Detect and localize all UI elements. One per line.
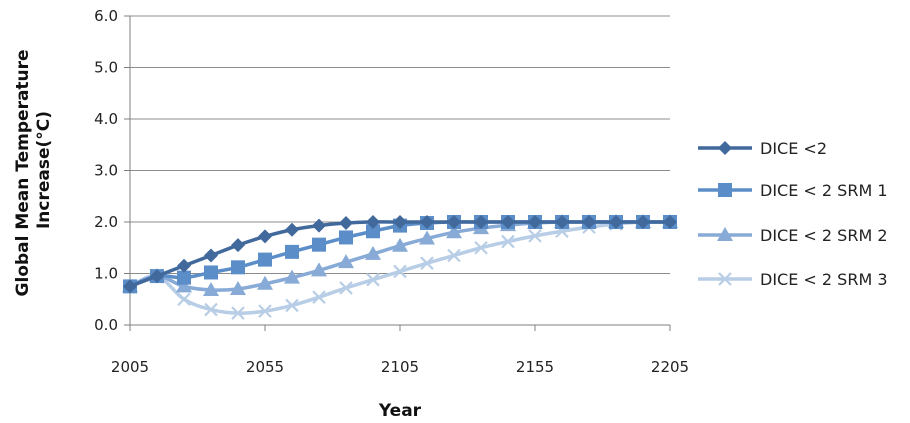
data-point — [176, 278, 192, 293]
data-point — [366, 215, 380, 229]
data-point — [474, 240, 488, 255]
x-tick-label: 2055 — [246, 358, 284, 376]
legend-marker — [718, 183, 732, 197]
series-layer — [122, 214, 678, 320]
data-point — [446, 224, 462, 239]
data-point — [203, 281, 219, 296]
y-tick-label: 4.0 — [94, 110, 118, 128]
data-point — [339, 216, 353, 231]
data-point — [339, 281, 353, 295]
data-point — [339, 230, 353, 245]
y-tick-label: 3.0 — [94, 162, 118, 180]
data-point — [501, 234, 515, 249]
data-point — [204, 302, 218, 317]
data-point — [204, 265, 218, 280]
data-point — [284, 269, 300, 284]
data-point — [636, 215, 650, 229]
data-point — [312, 237, 326, 252]
data-point — [501, 215, 515, 229]
y-tick-labels: 0.0 1.0 2.0 3.0 4.0 5.0 6.0 — [94, 7, 130, 334]
data-point — [365, 245, 381, 260]
data-point — [338, 254, 354, 269]
data-point — [420, 215, 434, 229]
gridlines — [130, 15, 670, 274]
data-point — [447, 215, 461, 229]
data-point — [392, 237, 408, 252]
legend-item-1: DICE <2 — [698, 139, 827, 158]
y-axis-title: Global Mean Temperature Increase(°C) — [13, 44, 54, 297]
x-tick-label: 2105 — [381, 358, 419, 376]
legend-item-4: DICE < 2 SRM 3 — [698, 270, 888, 289]
y-tick-label: 6.0 — [94, 7, 118, 25]
y-axis-title-line-1: Global Mean Temperature — [13, 49, 33, 296]
data-point — [474, 215, 488, 229]
data-point — [393, 215, 407, 229]
x-tick-labels: 2005 2055 2105 2155 2205 — [111, 325, 689, 376]
data-point — [231, 238, 245, 253]
legend-label: DICE < 2 SRM 2 — [760, 226, 888, 245]
data-point — [420, 256, 434, 270]
y-axis-title-line-2: Increase(°C) — [34, 111, 54, 229]
data-point — [528, 215, 542, 229]
x-tick-label: 2005 — [111, 358, 149, 376]
x-tick-label: 2205 — [651, 358, 689, 376]
data-point — [177, 258, 191, 273]
y-tick-label: 5.0 — [94, 59, 118, 77]
data-point — [419, 230, 435, 245]
legend-marker — [717, 227, 733, 241]
data-point — [582, 215, 596, 229]
legend-marker — [718, 272, 732, 286]
legend-label: DICE <2 — [760, 139, 827, 158]
x-axis-title: Year — [378, 401, 422, 421]
data-point — [285, 222, 299, 237]
x-tick-label: 2155 — [516, 358, 554, 376]
series-1 — [123, 215, 677, 294]
data-point — [150, 269, 164, 284]
data-point — [285, 298, 299, 313]
data-point — [258, 229, 272, 244]
data-point — [366, 272, 380, 287]
data-point — [312, 290, 326, 304]
data-point — [663, 215, 677, 229]
legend: DICE <2 DICE < 2 SRM 1 DICE < 2 SRM 2 DICE … — [698, 139, 888, 289]
y-tick-label: 2.0 — [94, 213, 118, 231]
data-point — [311, 262, 327, 277]
legend-item-2: DICE < 2 SRM 1 — [698, 181, 888, 200]
data-point — [528, 229, 542, 243]
data-point — [257, 275, 273, 290]
data-point — [230, 280, 246, 295]
legend-item-3: DICE < 2 SRM 2 — [698, 226, 888, 245]
data-point — [555, 215, 569, 229]
legend-label: DICE < 2 SRM 1 — [760, 181, 888, 200]
y-tick-label: 0.0 — [94, 316, 118, 334]
y-tick-label: 1.0 — [94, 265, 118, 283]
data-point — [231, 306, 245, 320]
data-point — [177, 292, 191, 307]
data-point — [447, 248, 461, 263]
legend-label: DICE < 2 SRM 3 — [760, 270, 888, 289]
data-point — [258, 304, 272, 318]
data-point — [258, 252, 272, 267]
data-point — [393, 264, 407, 279]
legend-marker — [718, 141, 732, 155]
data-point — [366, 224, 380, 239]
data-point — [312, 218, 326, 233]
data-point — [285, 244, 299, 259]
data-point — [123, 279, 137, 294]
data-point — [231, 260, 245, 275]
data-point — [204, 248, 218, 263]
data-point — [609, 215, 623, 229]
data-point — [177, 270, 191, 285]
